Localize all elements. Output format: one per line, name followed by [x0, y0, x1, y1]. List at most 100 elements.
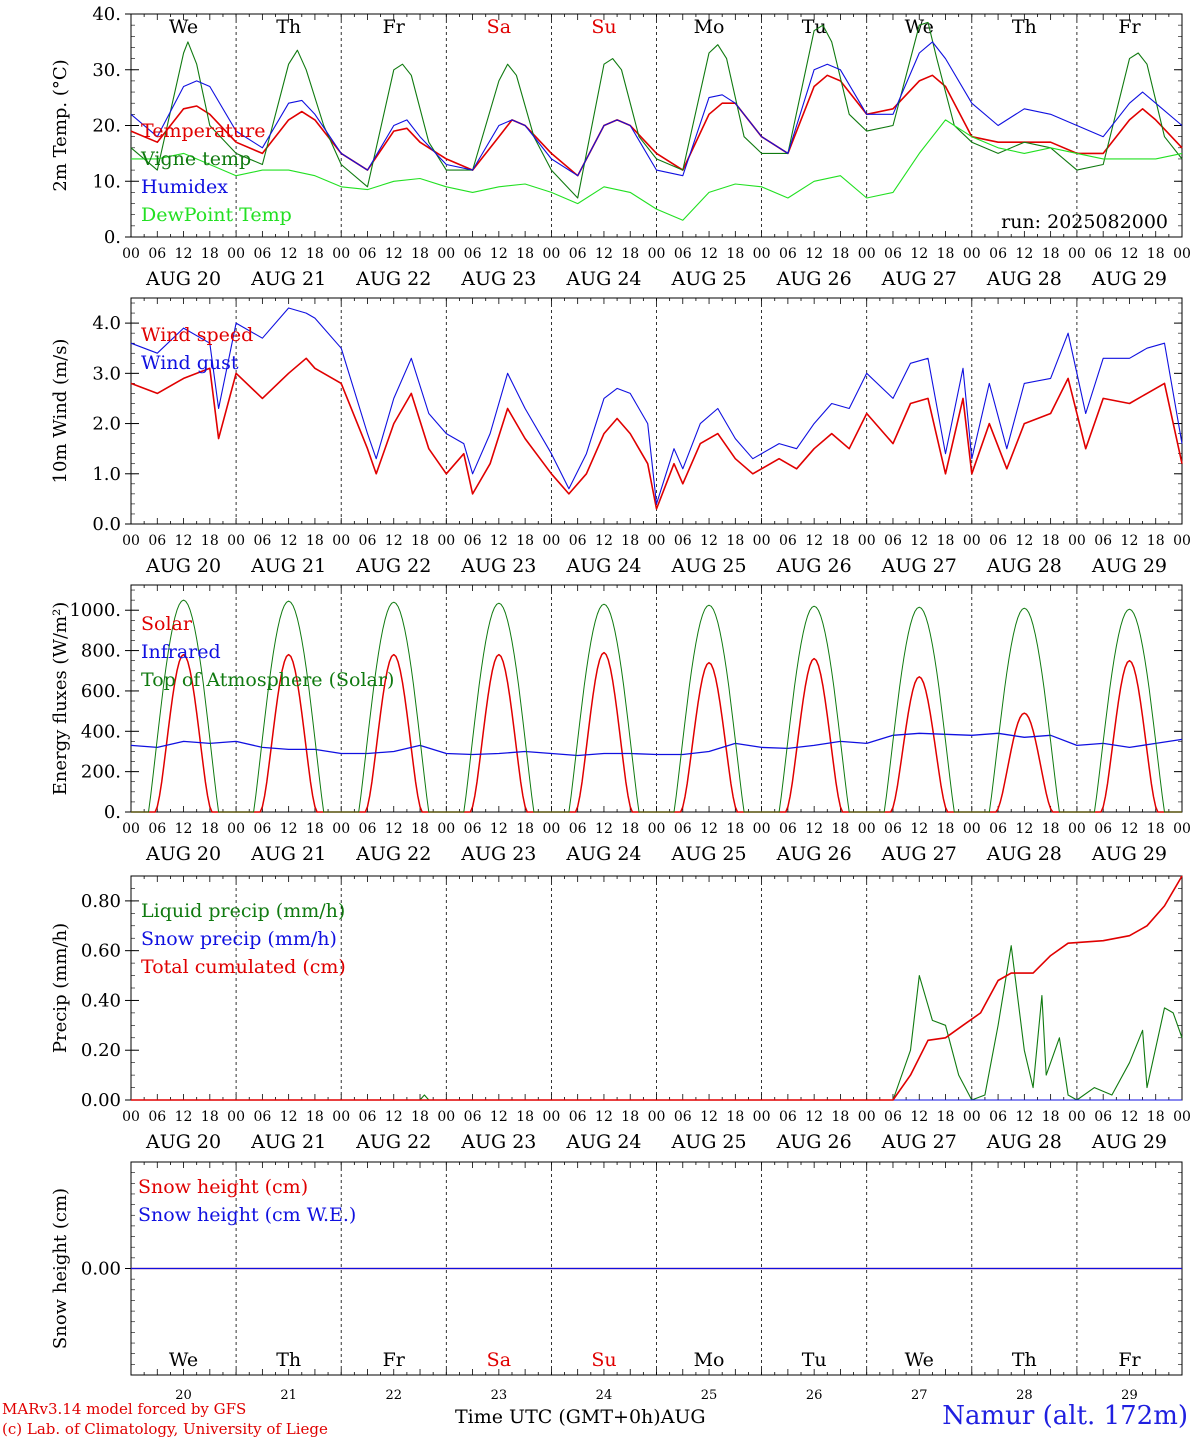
legend-temperature: Temperature [141, 120, 265, 142]
x-date-label: AUG 21 [250, 843, 326, 865]
x-hour-label: 12 [805, 821, 823, 837]
x-date-label: AUG 20 [145, 843, 221, 865]
y-tick-label: 4.0 [92, 313, 121, 334]
x-hour-label: 06 [148, 533, 166, 549]
x-hour-label: 12 [1015, 246, 1033, 262]
x-hour-label: 06 [674, 533, 692, 549]
x-hour-label: 18 [937, 533, 955, 549]
legend-humidex: Humidex [141, 176, 228, 198]
y-tick-label: 40. [92, 4, 121, 25]
legend-top-of-atmosphere-solar: Top of Atmosphere (Solar) [141, 669, 394, 691]
x-hour-label: 06 [1094, 1109, 1112, 1125]
x-hour-label: 06 [464, 821, 482, 837]
x-hour-label: 06 [569, 246, 587, 262]
series-infrared [130, 732, 1183, 757]
x-hour-label: 18 [726, 1109, 744, 1125]
month-label: AUG [660, 1406, 706, 1428]
x-hour-label: 06 [569, 533, 587, 549]
series-humidex [130, 41, 1183, 177]
x-hour-label: 00 [437, 1109, 455, 1125]
x-hour-label: 18 [1042, 821, 1060, 837]
panel-4: 0.00 0.20 0.40 0.60 0.80 Precip (mm/h) 00 06 12 1… [50, 875, 1191, 1153]
day-name-label: Fr [1118, 16, 1141, 38]
x-hour-label: 00 [648, 246, 666, 262]
x-hour-label: 12 [805, 1109, 823, 1125]
x-hour-label: 00 [1173, 821, 1191, 837]
x-hour-label: 06 [674, 821, 692, 837]
time-axis-title: Time UTC (GMT+0h)AUG [455, 1406, 706, 1428]
x-hour-label: 06 [884, 1109, 902, 1125]
x-hour-label: 12 [910, 1109, 928, 1125]
x-hour-label: 00 [648, 533, 666, 549]
x-hour-label: 18 [621, 246, 639, 262]
y-tick-label: 0.00 [81, 1090, 121, 1111]
day-number-label: 20 [175, 1388, 192, 1403]
x-hour-label: 00 [963, 533, 981, 549]
x-hour-label: 00 [542, 533, 560, 549]
legend-wind-gust: Wind gust [141, 352, 239, 374]
legend-infrared: Infrared [141, 641, 221, 663]
x-hour-label: 12 [1121, 533, 1139, 549]
x-hour-label: 06 [989, 533, 1007, 549]
x-hour-label: 00 [753, 1109, 771, 1125]
y-tick-label: 600. [81, 681, 121, 702]
x-hour-label: 00 [858, 533, 876, 549]
x-hour-label: 00 [437, 533, 455, 549]
x-hour-label: 18 [516, 246, 534, 262]
x-date-label: AUG 25 [670, 268, 746, 290]
x-date-label: AUG 24 [565, 555, 641, 577]
x-hour-label: 06 [569, 821, 587, 837]
credit-institution: (c) Lab. of Climatology, University of L… [2, 1420, 328, 1438]
y-tick-label: 0.0 [92, 514, 121, 535]
y-tick-label: 0.80 [81, 891, 121, 912]
x-date-label: AUG 23 [460, 268, 536, 290]
y-tick-label: 0. [104, 227, 121, 248]
x-hour-label: 18 [201, 1109, 219, 1125]
x-hour-label: 12 [805, 533, 823, 549]
x-date-label: AUG 27 [881, 268, 957, 290]
y-tick-label: 200. [81, 762, 121, 783]
x-hour-label: 12 [910, 246, 928, 262]
legend-dewpoint-temp: DewPoint Temp [141, 204, 292, 226]
x-hour-label: 18 [621, 1109, 639, 1125]
x-hour-label: 12 [385, 1109, 403, 1125]
legend-snow-precip-mm-h: Snow precip (mm/h) [141, 928, 337, 950]
day-name-label: We [905, 1349, 934, 1371]
y-axis-title: Snow height (cm) [50, 1188, 71, 1349]
x-hour-label: 12 [1015, 1109, 1033, 1125]
day-name-label: We [169, 1349, 198, 1371]
x-date-label: AUG 24 [565, 843, 641, 865]
x-hour-label: 00 [1173, 246, 1191, 262]
x-date-label: AUG 22 [355, 1131, 431, 1153]
x-hour-label: 00 [122, 246, 140, 262]
x-date-label: AUG 26 [776, 1131, 852, 1153]
x-date-label: AUG 21 [250, 1131, 326, 1153]
x-hour-label: 06 [464, 533, 482, 549]
x-hour-label: 00 [542, 246, 560, 262]
y-tick-label: 0.40 [81, 990, 121, 1011]
y-tick-label: 1.0 [92, 464, 121, 485]
x-hour-label: 18 [411, 246, 429, 262]
y-tick-label: 400. [81, 721, 121, 742]
day-number-label: 25 [701, 1388, 718, 1403]
day-name-label: Su [591, 1349, 616, 1371]
station-name: Namur (alt. 172m) [942, 1401, 1188, 1431]
x-hour-label: 18 [306, 533, 324, 549]
legend-solar: Solar [141, 613, 193, 635]
x-hour-label: 00 [542, 821, 560, 837]
x-hour-label: 06 [569, 1109, 587, 1125]
day-name-label: We [169, 16, 198, 38]
x-hour-label: 00 [227, 1109, 245, 1125]
x-hour-label: 18 [1147, 533, 1165, 549]
day-name-label: Fr [383, 16, 406, 38]
x-hour-label: 00 [332, 821, 350, 837]
x-date-label: AUG 28 [986, 843, 1062, 865]
day-name-label: Su [591, 16, 616, 38]
x-hour-label: 06 [148, 821, 166, 837]
x-date-label: AUG 20 [145, 555, 221, 577]
series-temperature [130, 74, 1183, 177]
x-hour-label: 12 [280, 533, 298, 549]
series-wind-gust [130, 307, 1183, 505]
x-date-label: AUG 28 [986, 268, 1062, 290]
